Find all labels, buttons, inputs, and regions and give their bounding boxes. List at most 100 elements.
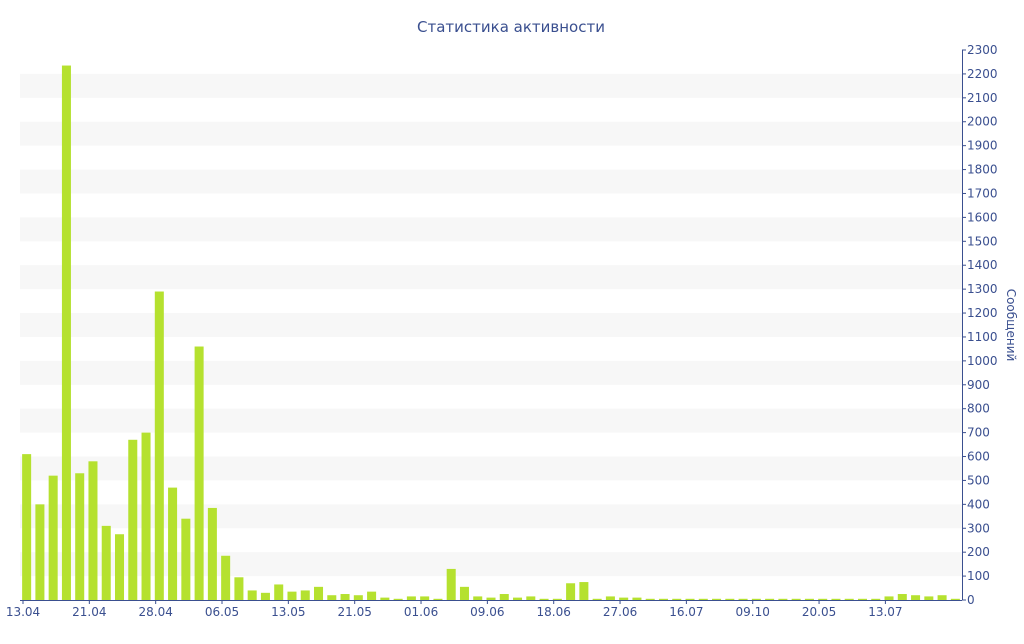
y-tick-labels: 0 100 200 300 400 500 600 700 800 900 1000 1100 1200… [962,43,998,607]
bar [420,596,430,600]
bar [658,598,668,600]
chart-title: Статистика активности [417,18,605,36]
x-tick-label: 20.05 [802,605,836,619]
bar [765,598,775,600]
bar [314,586,324,600]
axes [20,50,963,601]
x-tick-label: 09.06 [470,605,504,619]
bar [287,591,297,600]
y-tick-label: 2000 [967,115,998,129]
bar [459,586,469,600]
y-tick-label: 0 [967,593,975,607]
bar [738,598,748,600]
bar [48,475,58,600]
x-tick-label: 18.06 [537,605,571,619]
y-tick-label: 400 [967,497,990,511]
bar [234,577,244,600]
grid-band [20,456,962,481]
bar [473,596,483,600]
bar [340,594,350,600]
y-tick-label: 600 [967,450,990,464]
bar [128,439,138,600]
bar [897,594,907,600]
bar [526,596,536,600]
y-tick-label: 1200 [967,306,998,320]
y-axis-label: Сообщений [1004,289,1018,362]
y-tick-label: 1700 [967,186,998,200]
x-tick-label: 21.05 [338,605,372,619]
bar [486,597,496,600]
x-tick-label: 13.07 [868,605,902,619]
x-tick-label: 06.05 [205,605,239,619]
bar [632,597,642,600]
bar [698,598,708,600]
bar [804,598,814,600]
x-tick-label: 28.04 [138,605,172,619]
y-tick-label: 1500 [967,234,998,248]
grid-band [20,313,962,337]
bar [499,594,509,600]
y-tick-label: 1800 [967,163,998,177]
bar-series [22,65,960,601]
bar [75,473,85,600]
bar [380,597,390,600]
bar [88,461,98,600]
y-tick-label: 100 [967,569,990,583]
y-tick-label: 300 [967,521,990,535]
bar [446,568,456,600]
bar [22,454,32,600]
bar [207,507,217,600]
bar [871,598,881,600]
bar [725,598,735,600]
y-tick-label: 500 [967,473,990,487]
x-tick-label: 09.10 [736,605,770,619]
grid-bands [20,73,962,577]
bar [685,598,695,600]
bar [513,597,523,600]
grid-band [20,408,962,433]
y-tick-label: 800 [967,402,990,416]
y-tick-label: 1400 [967,258,998,272]
bar [61,65,71,601]
bar [406,596,416,600]
x-tick-label: 27.06 [603,605,637,619]
bar [645,598,655,600]
y-tick-label: 1100 [967,330,998,344]
bar [619,597,629,600]
bar [552,598,562,600]
bar [937,595,947,600]
bar [181,518,191,600]
bar [393,598,403,600]
y-tick-label: 2300 [967,43,998,57]
bar [778,598,788,600]
y-tick-label: 200 [967,545,990,559]
y-tick-label: 700 [967,426,990,440]
bar [300,590,310,600]
bar [884,596,894,600]
bar [168,487,178,600]
bar [712,598,722,600]
bar [672,598,682,600]
bar [274,584,284,600]
bar [924,596,934,600]
bar [831,598,841,600]
bar [751,598,761,600]
y-tick-label: 900 [967,378,990,392]
bar [101,525,111,600]
y-tick-label: 1300 [967,282,998,296]
x-tick-label: 01.06 [404,605,438,619]
y-tick-label: 1000 [967,354,998,368]
grid-band [20,360,962,385]
x-tick-label: 21.04 [72,605,106,619]
bar [35,504,45,600]
bar [353,595,363,600]
bar [950,598,960,600]
grid-band [20,121,962,146]
grid-band [20,552,962,577]
bar [247,590,257,600]
bar [911,595,921,600]
bar [539,598,549,600]
grid-band [20,504,962,529]
